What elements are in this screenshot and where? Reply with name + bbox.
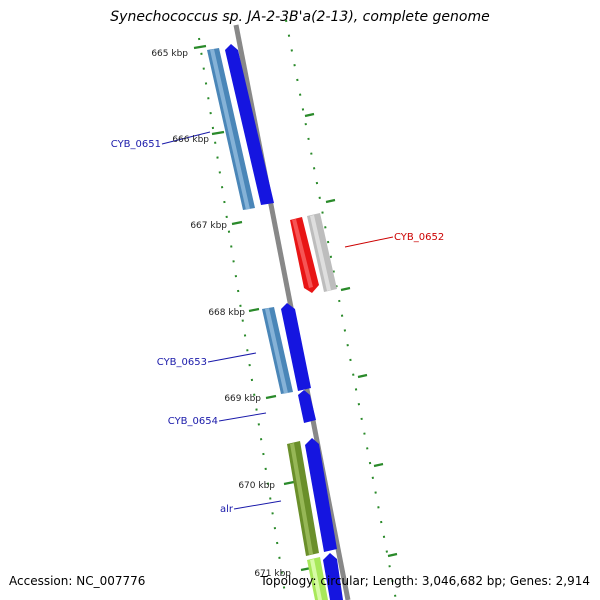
scale-label: 667 kbp <box>190 221 227 231</box>
gene-cyb-0652[interactable] <box>290 213 337 293</box>
summary-label: Topology: circular; Length: 3,046,682 bp… <box>260 574 590 588</box>
scale-label: 665 kbp <box>151 49 188 59</box>
gene-cyb-0654-arrow <box>298 390 316 423</box>
gene-cyb-0651[interactable] <box>207 44 274 210</box>
gene-alr[interactable] <box>287 438 337 556</box>
scale-label: 671 kbp <box>254 569 291 579</box>
map-title: Synechococcus sp. JA-2-3B'a(2-13), compl… <box>110 9 490 25</box>
scale-label: 670 kbp <box>238 481 275 491</box>
gene-alr-arrow <box>305 438 337 552</box>
gene-cyb-0651-arrow <box>225 44 274 205</box>
gene-label-cyb-0651: CYB_0651 <box>111 139 161 150</box>
scale-labels: 665 kbp 666 kbp 667 kbp 668 kbp 669 kbp … <box>151 49 291 579</box>
scale-label: 669 kbp <box>224 394 261 404</box>
gene-next[interactable] <box>307 553 343 600</box>
gene-label-cyb-0653: CYB_0653 <box>157 357 207 368</box>
gene-cyb-0654[interactable] <box>298 390 316 423</box>
gene-label-alr: alr <box>220 504 234 515</box>
gene-label-cyb-0652: CYB_0652 <box>394 232 444 243</box>
scale-label: 666 kbp <box>172 135 209 145</box>
gene-cyb-0653[interactable] <box>262 303 311 394</box>
scale-label: 668 kbp <box>208 308 245 318</box>
accession-label: Accession: NC_007776 <box>9 574 146 588</box>
gene-label-cyb-0654: CYB_0654 <box>168 416 218 427</box>
major-ticks <box>193 44 398 572</box>
gene-labels: CYB_0651 CYB_0652 CYB_0653 CYB_0654 alr <box>111 139 444 515</box>
gene-cyb-0653-arrow <box>281 303 311 391</box>
gene-next-arrow <box>323 553 343 600</box>
label-leaders <box>161 131 394 510</box>
